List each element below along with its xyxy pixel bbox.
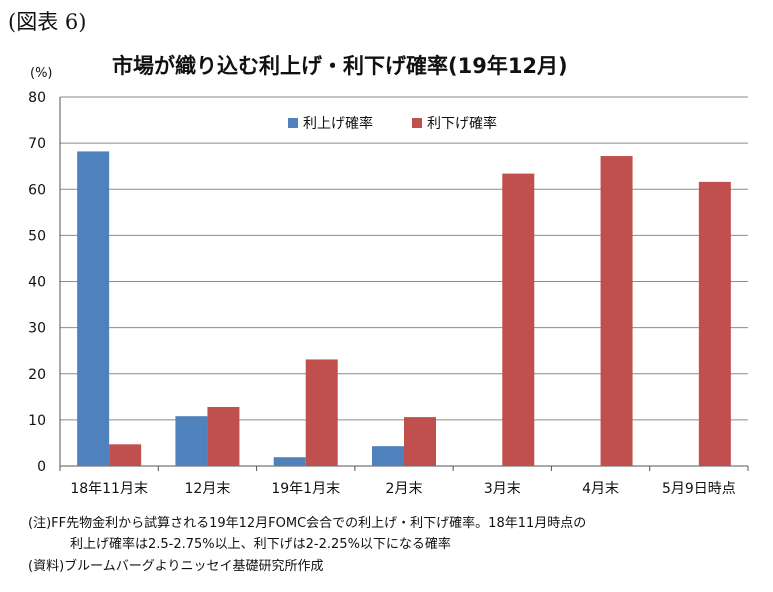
figure-label: (図表 6) (8, 10, 87, 34)
bar-hike (372, 446, 404, 466)
bar-hike (77, 151, 110, 467)
x-tick-label: 2月末 (386, 481, 423, 497)
legend-label: 利下げ確率 (427, 115, 497, 132)
y-tick-label: 10 (28, 413, 46, 429)
y-tick-label: 50 (28, 228, 46, 244)
bar-cut (109, 444, 142, 466)
y-tick-label: 70 (28, 136, 46, 152)
legend-swatch (288, 118, 298, 128)
x-tick-label: 3月末 (484, 481, 521, 497)
y-tick-label: 0 (37, 459, 46, 475)
bar-cut (207, 406, 240, 466)
chart-title: 市場が織り込む利上げ・利下げ確率(19年12月) (112, 54, 568, 78)
source-note: (資料)ブルームバーグよりニッセイ基礎研究所作成 (28, 559, 324, 574)
bar-cut (698, 181, 731, 466)
y-tick-label: 80 (28, 90, 46, 106)
bar-cut (404, 417, 436, 466)
y-tick-label: 30 (28, 321, 46, 337)
x-tick-label: 12月末 (185, 481, 231, 497)
x-tick-label: 5月9日時点 (662, 481, 736, 497)
x-tick-label: 19年1月末 (271, 481, 340, 497)
x-tick-label: 4月末 (582, 481, 619, 497)
x-tick-label: 18年11月末 (70, 481, 148, 497)
y-axis-unit: (%) (30, 66, 53, 81)
legend-label: 利上げ確率 (303, 115, 373, 132)
y-tick-label: 40 (28, 275, 46, 291)
note-line-2: 利上げ確率は2.5-2.75%以上、利下げは2-2.25%以下になる確率 (70, 537, 451, 552)
bar-hike (273, 457, 306, 466)
bar-hike (175, 416, 208, 466)
bar-cut (502, 173, 535, 466)
note-line-1: (注)FF先物金利から試算される19年12月FOMC会合での利上げ・利下げ確率。… (28, 516, 587, 531)
bar-cut (600, 156, 633, 467)
y-tick-label: 60 (28, 182, 46, 198)
legend-swatch (412, 118, 422, 128)
y-tick-label: 20 (28, 367, 46, 383)
bar-cut (305, 359, 338, 466)
